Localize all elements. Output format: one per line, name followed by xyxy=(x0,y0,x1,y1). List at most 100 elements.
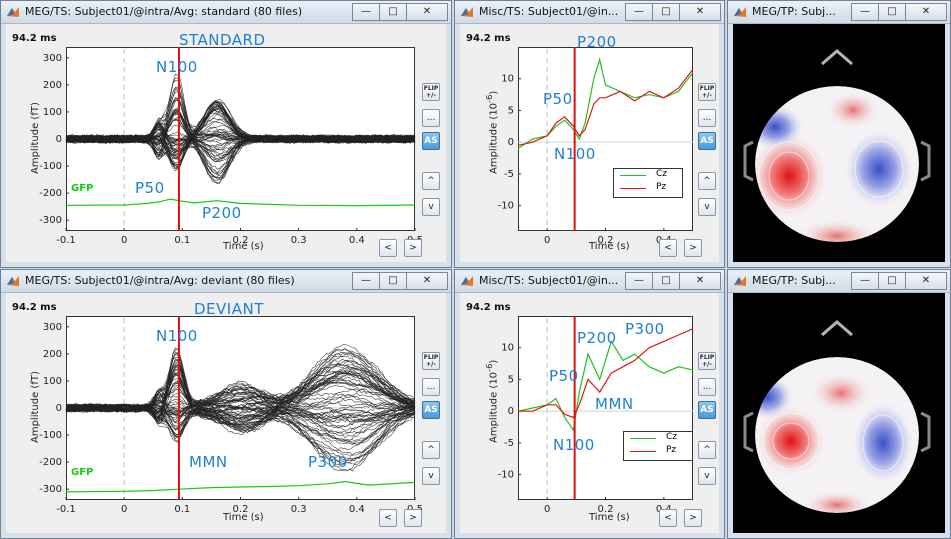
y-tick-label: -200 xyxy=(39,188,62,199)
n100-label: N100 xyxy=(156,58,198,76)
meg-channel-trace xyxy=(65,404,416,415)
autoscale-button[interactable]: AS xyxy=(698,401,716,419)
n100-label: N100 xyxy=(553,436,595,454)
right-ear xyxy=(920,140,931,182)
next-button[interactable]: > xyxy=(404,239,422,257)
x-tick-label: 0.2 xyxy=(233,504,249,515)
minimize-button[interactable]: — xyxy=(851,3,879,21)
y-tick-label: 200 xyxy=(43,349,62,360)
series-pz-line xyxy=(517,68,694,146)
y-tick-label: 5 xyxy=(508,374,514,385)
autoscale-button[interactable]: AS xyxy=(422,401,440,419)
nose-marker xyxy=(821,320,853,337)
scale-up-button[interactable]: ^ xyxy=(698,172,716,190)
matlab-figure-icon xyxy=(461,276,473,286)
meg-standard-titlebar[interactable]: MEG/TS: Subject01/@intra/Avg: standard (… xyxy=(1,1,451,24)
matlab-figure-icon xyxy=(7,276,19,286)
autoscale-button[interactable]: AS xyxy=(698,132,716,150)
y-tick-label: 0 xyxy=(508,137,514,148)
maximize-button[interactable]: □ xyxy=(379,3,407,21)
next-button[interactable]: > xyxy=(684,509,702,527)
x-tick-label: 0.3 xyxy=(291,504,307,515)
meg-deviant-titlebar[interactable]: MEG/TS: Subject01/@intra/Avg: deviant (8… xyxy=(1,270,451,293)
y-tick-label: 100 xyxy=(43,107,62,118)
close-button[interactable]: ✕ xyxy=(905,272,947,290)
mmn-label: MMN xyxy=(595,395,634,413)
minimize-button[interactable]: — xyxy=(851,272,879,290)
prev-button[interactable]: < xyxy=(379,509,397,527)
figure-panel: 94.2 ms 00.20.41050-5-10 P200 P50 N100 C… xyxy=(460,24,719,262)
meg-channel-traces xyxy=(65,344,416,472)
maximize-button[interactable]: □ xyxy=(652,272,680,290)
scale-down-button[interactable]: v xyxy=(698,198,716,216)
meg-channel-trace xyxy=(65,381,416,413)
minimize-button[interactable]: — xyxy=(352,272,380,290)
close-button[interactable]: ✕ xyxy=(406,3,448,21)
scale-down-button[interactable]: v xyxy=(422,198,440,216)
meg-channel-traces xyxy=(65,73,416,185)
matlab-figure-icon xyxy=(734,7,746,17)
scale-up-button[interactable]: ^ xyxy=(422,441,440,459)
y-tick-label: 300 xyxy=(43,53,62,64)
scale-up-button[interactable]: ^ xyxy=(422,172,440,190)
scale-down-button[interactable]: v xyxy=(422,467,440,485)
p200-label: P200 xyxy=(202,204,242,222)
flip-button[interactable]: FLIP +/- xyxy=(422,83,440,101)
topo-standard-titlebar[interactable]: MEG/TP: Subj... — □ ✕ xyxy=(728,1,950,24)
close-button[interactable]: ✕ xyxy=(679,3,721,21)
minimize-button[interactable]: — xyxy=(625,3,653,21)
autoscale-button[interactable]: AS xyxy=(422,132,440,150)
scale-up-button[interactable]: ^ xyxy=(698,441,716,459)
close-button[interactable]: ✕ xyxy=(905,3,947,21)
minimize-button[interactable]: — xyxy=(625,272,653,290)
p200-label: P200 xyxy=(577,329,617,347)
legend-cz-swatch xyxy=(620,175,646,176)
topography-view[interactable] xyxy=(733,293,945,533)
flip-button[interactable]: FLIP +/- xyxy=(422,352,440,370)
scale-down-button[interactable]: v xyxy=(698,467,716,485)
head-topography-map xyxy=(743,49,931,242)
y-axis-label: Amplitude (fT) xyxy=(30,371,41,443)
next-button[interactable]: > xyxy=(404,509,422,527)
window-title: Misc/TS: Subject01/@in... xyxy=(479,5,619,18)
maximize-button[interactable]: □ xyxy=(652,3,680,21)
topo-deviant-window: MEG/TP: Subj... — □ ✕ xyxy=(727,269,951,539)
window-title: MEG/TP: Subj... xyxy=(752,274,836,287)
maximize-button[interactable]: □ xyxy=(878,3,906,21)
topo-deviant-titlebar[interactable]: MEG/TP: Subj... — □ ✕ xyxy=(728,270,950,293)
more-button[interactable]: ... xyxy=(422,378,440,396)
figure-panel: 94.2 ms -0.100.10.20.30.40.53002001000-1… xyxy=(6,293,446,533)
topography-view[interactable] xyxy=(733,24,945,262)
x-tick-label: 0.4 xyxy=(349,235,365,246)
prev-button[interactable]: < xyxy=(659,509,677,527)
window-title: MEG/TS: Subject01/@intra/Avg: deviant (8… xyxy=(25,274,295,287)
flip-button[interactable]: FLIP +/- xyxy=(698,83,716,101)
next-button[interactable]: > xyxy=(684,239,702,257)
misc-standard-window: Misc/TS: Subject01/@in... — □ ✕ 94.2 ms … xyxy=(454,0,725,268)
meg-channel-trace xyxy=(65,397,416,413)
more-button[interactable]: ... xyxy=(698,378,716,396)
y-tick-label: 100 xyxy=(43,376,62,387)
more-button[interactable]: ... xyxy=(698,109,716,127)
misc-standard-titlebar[interactable]: Misc/TS: Subject01/@in... — □ ✕ xyxy=(455,1,724,24)
meg-channel-trace xyxy=(65,102,416,144)
minimize-button[interactable]: — xyxy=(352,3,380,21)
prev-button[interactable]: < xyxy=(379,239,397,257)
left-ear xyxy=(743,140,754,182)
x-tick-label: 0.2 xyxy=(598,504,614,515)
x-tick-label: 0 xyxy=(544,235,550,246)
head-topography-map xyxy=(743,320,931,513)
p200-label: P200 xyxy=(577,33,617,51)
close-button[interactable]: ✕ xyxy=(406,272,448,290)
close-button[interactable]: ✕ xyxy=(679,272,721,290)
maximize-button[interactable]: □ xyxy=(878,272,906,290)
misc-deviant-titlebar[interactable]: Misc/TS: Subject01/@in... — □ ✕ xyxy=(455,270,724,293)
legend-cz: Cz xyxy=(656,169,668,179)
maximize-button[interactable]: □ xyxy=(379,272,407,290)
mmn-label: MMN xyxy=(189,453,228,471)
prev-button[interactable]: < xyxy=(659,239,677,257)
p50-label: P50 xyxy=(135,179,165,197)
meg-channel-trace xyxy=(65,348,416,413)
flip-button[interactable]: FLIP +/- xyxy=(698,352,716,370)
more-button[interactable]: ... xyxy=(422,109,440,127)
